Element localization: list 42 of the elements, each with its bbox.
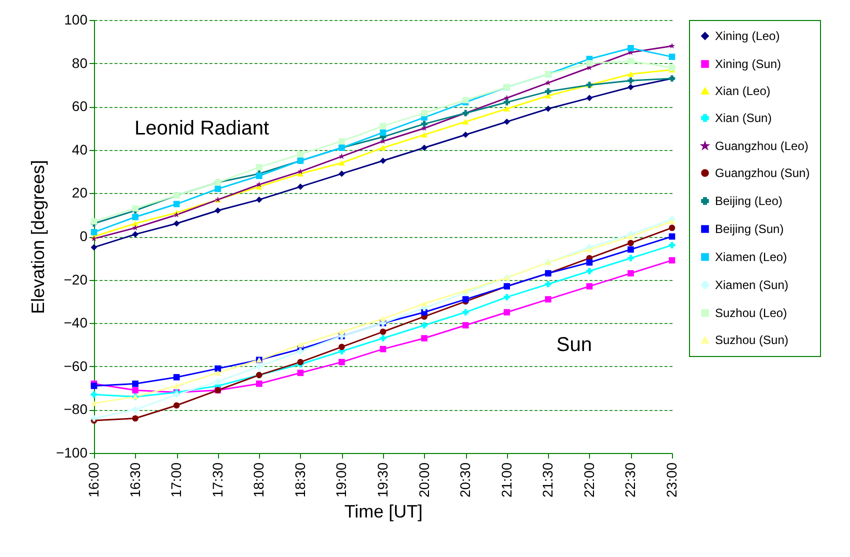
x-tick-label: 20:00 <box>416 462 432 498</box>
annotation: Sun <box>556 334 592 356</box>
y-tick-label: 80 <box>72 54 88 71</box>
legend-label: Beijing (Leo) <box>715 194 782 208</box>
x-tick-label: 17:30 <box>209 462 226 498</box>
y-tick-label: −20 <box>64 271 88 288</box>
x-tick-label: 23:00 <box>664 462 680 498</box>
y-tick-label: 40 <box>72 141 88 158</box>
y-tick-label: 100 <box>64 12 88 28</box>
legend-label: Guangzhou (Leo) <box>715 139 808 153</box>
x-tick-label: 21:30 <box>540 462 556 498</box>
x-tick-label: 22:30 <box>622 462 638 498</box>
y-tick-label: 60 <box>72 98 88 114</box>
legend-label: Xian (Leo) <box>715 84 770 98</box>
legend-label: Xining (Sun) <box>715 57 782 71</box>
legend-label: Xiamen (Leo) <box>715 250 788 264</box>
legend-label: Xiamen (Sun) <box>715 278 788 292</box>
x-tick-label: 22:00 <box>580 462 597 498</box>
x-tick-label: 18:30 <box>292 462 308 498</box>
y-tick-label: −100 <box>56 444 88 460</box>
x-tick-label: 16:30 <box>126 462 143 498</box>
y-tick-label: 0 <box>80 228 88 244</box>
legend-label: Guangzhou (Sun) <box>715 166 810 180</box>
x-tick-label: 20:30 <box>457 462 474 498</box>
x-tick-label: 19:30 <box>374 462 390 498</box>
legend-label: Suzhou (Leo) <box>715 306 788 320</box>
x-tick-label: 19:00 <box>333 462 350 498</box>
legend-label: Suzhou (Sun) <box>715 333 788 347</box>
legend-label: Xian (Sun) <box>715 111 772 125</box>
y-tick-label: 20 <box>72 184 88 201</box>
x-tick-label: 17:00 <box>168 462 184 498</box>
y-tick-label: −60 <box>64 358 88 374</box>
y-tick-label: −40 <box>64 314 88 331</box>
y-axis-title: Elevation [degrees] <box>28 160 48 314</box>
annotation: Leonid Radiant <box>134 117 270 140</box>
legend-label: Xining (Leo) <box>715 29 780 43</box>
x-tick-label: 21:00 <box>498 462 514 498</box>
legend-label: Beijing (Sun) <box>715 222 784 236</box>
x-tick-label: 18:00 <box>250 462 267 498</box>
x-axis-title: Time [UT] <box>344 502 423 522</box>
x-tick-label: 16:00 <box>86 462 102 498</box>
y-tick-label: −80 <box>64 401 88 418</box>
